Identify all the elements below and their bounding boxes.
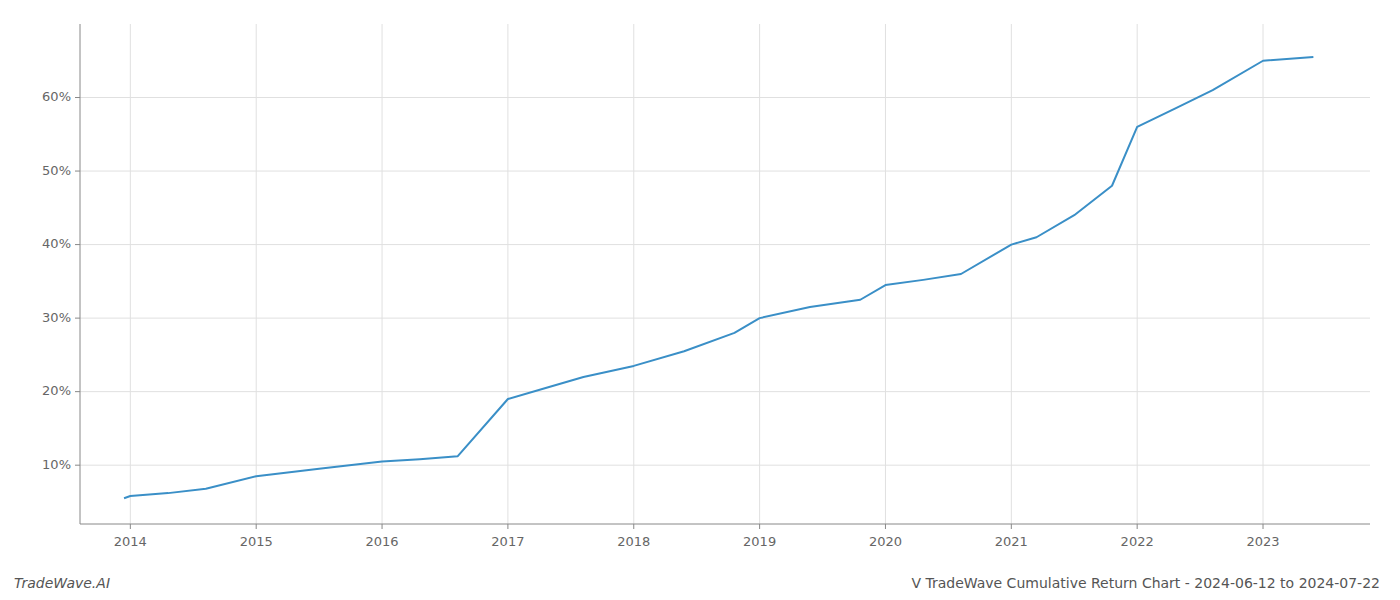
x-tick xyxy=(1137,524,1138,529)
grid xyxy=(80,24,1370,524)
axes: 10% 20% 30% 40% 50% 60% 2014 2015 2016 2017 2018 20… xyxy=(42,24,1370,549)
x-tick-label: 2019 xyxy=(743,534,776,549)
grid-line-y xyxy=(80,97,1370,98)
grid-line-x xyxy=(1263,24,1264,524)
x-tick-label: 2017 xyxy=(491,534,524,549)
grid-line-x xyxy=(885,24,886,524)
y-tick xyxy=(75,171,80,172)
chart: 10% 20% 30% 40% 50% 60% 2014 2015 2016 2017 2018 20… xyxy=(0,0,1400,600)
y-tick xyxy=(75,465,80,466)
x-tick xyxy=(1011,524,1012,529)
grid-line-x xyxy=(382,24,383,524)
grid-line-x xyxy=(633,24,634,524)
y-tick xyxy=(75,318,80,319)
y-tick-label: 10% xyxy=(42,457,71,472)
x-tick-label: 2023 xyxy=(1246,534,1279,549)
x-tick-label: 2015 xyxy=(240,534,273,549)
x-tick xyxy=(1263,524,1264,529)
x-tick-label: 2014 xyxy=(114,534,147,549)
y-tick-label: 40% xyxy=(42,236,71,251)
x-tick-label: 2022 xyxy=(1121,534,1154,549)
grid-line-y xyxy=(80,171,1370,172)
line xyxy=(124,57,1313,498)
title: V TradeWave Cumulative Return Chart - 20… xyxy=(911,575,1380,591)
y-tick-label: 60% xyxy=(42,89,71,104)
x-tick xyxy=(256,524,257,529)
x-axis-line xyxy=(80,524,1370,525)
grid-line-y xyxy=(80,391,1370,392)
watermark: TradeWave.AI xyxy=(14,575,110,591)
x-tick-label: 2021 xyxy=(995,534,1028,549)
y-tick-label: 50% xyxy=(42,163,71,178)
grid-line-y xyxy=(80,465,1370,466)
x-tick xyxy=(633,524,634,529)
grid-line-x xyxy=(507,24,508,524)
grid-line-x xyxy=(130,24,131,524)
x-tick-label: 2020 xyxy=(869,534,902,549)
grid-line-x xyxy=(1137,24,1138,524)
x-tick-label: 2018 xyxy=(617,534,650,549)
y-tick xyxy=(75,244,80,245)
y-tick-label: 20% xyxy=(42,383,71,398)
x-tick xyxy=(759,524,760,529)
x-tick xyxy=(507,524,508,529)
x-tick xyxy=(130,524,131,529)
grid-line-x xyxy=(1011,24,1012,524)
x-tick-label: 2016 xyxy=(366,534,399,549)
grid-line-x xyxy=(759,24,760,524)
x-tick xyxy=(382,524,383,529)
y-tick-label: 30% xyxy=(42,310,71,325)
grid-line-y xyxy=(80,318,1370,319)
y-tick xyxy=(75,97,80,98)
grid-line-x xyxy=(256,24,257,524)
y-axis-line xyxy=(80,24,81,524)
grid-line-y xyxy=(80,244,1370,245)
y-tick xyxy=(75,391,80,392)
plot-area xyxy=(124,57,1313,498)
x-tick xyxy=(885,524,886,529)
